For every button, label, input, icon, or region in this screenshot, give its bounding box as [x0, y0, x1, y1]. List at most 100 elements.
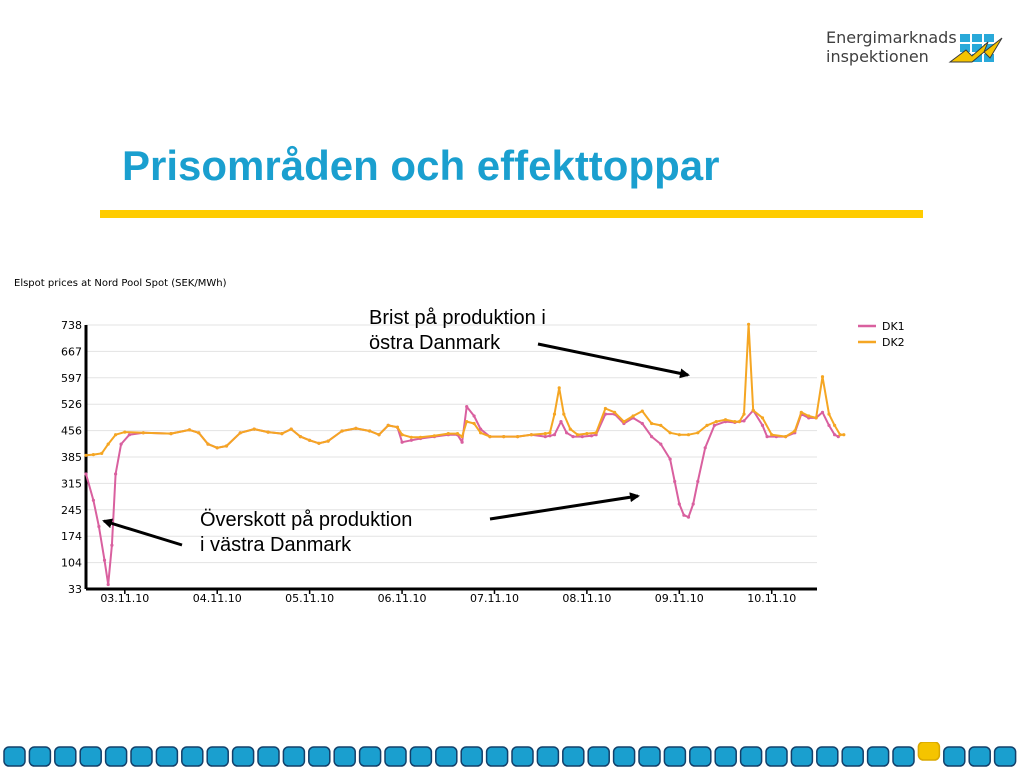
data-point: [84, 472, 88, 476]
data-point: [562, 412, 566, 416]
data-point: [631, 414, 635, 418]
data-point: [472, 421, 476, 426]
data-point: [742, 419, 746, 423]
data-point: [712, 423, 717, 427]
footer-block: [28, 746, 52, 767]
data-point: [640, 421, 644, 426]
series-line-dk2: [85, 323, 844, 457]
data-point: [224, 444, 229, 448]
data-point: [703, 446, 707, 450]
data-point: [91, 453, 95, 457]
data-point: [747, 322, 751, 326]
data-point: [686, 433, 691, 437]
data-point: [650, 421, 654, 426]
footer-block: [511, 746, 534, 767]
data-point: [714, 420, 718, 424]
footer-block: [155, 746, 179, 767]
data-point: [409, 435, 413, 439]
data-point: [571, 435, 575, 439]
footer-block: [689, 746, 712, 767]
y-tick-label: 526: [61, 398, 82, 411]
data-point: [238, 431, 242, 435]
data-point: [289, 427, 293, 431]
data-point: [668, 431, 672, 435]
data-point: [557, 386, 561, 390]
footer-block: [562, 746, 585, 767]
footer-band: [3, 742, 1017, 767]
data-point: [460, 440, 464, 444]
data-point: [102, 558, 107, 562]
annotation-shortage: Brist på produktion i östra Danmark: [369, 306, 546, 356]
data-point: [585, 432, 589, 436]
footer-block: [943, 746, 966, 767]
data-point: [733, 420, 737, 424]
footer-block: [968, 746, 991, 767]
data-point: [705, 423, 709, 427]
footer-block: [206, 746, 229, 767]
chart-title: Elspot prices at Nord Pool Spot (SEK/MWh…: [14, 278, 227, 289]
data-point: [543, 432, 547, 436]
data-point: [197, 431, 201, 435]
data-point: [455, 432, 460, 436]
data-point: [114, 472, 118, 476]
data-point: [833, 433, 837, 437]
data-point: [326, 439, 330, 443]
arrow-top: [537, 342, 690, 379]
footer-block: [816, 746, 839, 767]
footer-block: [841, 746, 864, 767]
y-tick-label: 667: [61, 345, 82, 358]
data-point: [502, 435, 506, 439]
data-point: [833, 423, 837, 427]
data-point: [737, 420, 742, 424]
data-point: [215, 446, 219, 450]
data-point: [84, 453, 88, 457]
annotation-surplus: Överskott på produktion i västra Danmark: [200, 508, 412, 558]
footer-block: [384, 746, 407, 767]
footer-block: [460, 746, 483, 767]
footer-block: [790, 746, 814, 767]
data-point: [377, 433, 381, 437]
data-point: [691, 502, 695, 506]
data-point: [368, 429, 372, 433]
y-tick-label: 315: [61, 477, 82, 490]
data-point: [548, 434, 552, 438]
data-point: [446, 432, 450, 436]
y-tick-label: 33: [68, 583, 82, 596]
logo: Energimarknads inspektionen: [826, 28, 957, 66]
footer-block: [231, 746, 255, 767]
footer-block: [714, 746, 737, 767]
data-point: [742, 412, 746, 416]
footer-block: [54, 746, 77, 767]
annotation-shortage-line-2: östra Danmark: [369, 332, 501, 354]
arrow-bottom-right: [489, 492, 640, 521]
x-tick-label: 08.11.10: [562, 592, 611, 605]
data-point: [409, 438, 413, 442]
data-point: [677, 502, 681, 506]
title-underline: [100, 210, 923, 218]
data-point: [814, 416, 818, 420]
data-point: [100, 451, 104, 455]
footer-block: [257, 746, 280, 767]
data-point: [266, 430, 270, 434]
annotation-surplus-line-2: i västra Danmark: [200, 534, 352, 556]
data-point: [97, 524, 101, 529]
x-tick-label: 10.11.10: [747, 592, 796, 605]
x-tick-label: 05.11.10: [285, 592, 334, 605]
data-point: [543, 435, 547, 439]
series-dk2: [84, 322, 846, 457]
footer-block: [130, 746, 153, 767]
data-point: [465, 405, 469, 409]
data-point: [552, 412, 557, 416]
footer-block: [612, 746, 636, 767]
x-tick-label: 07.11.10: [470, 592, 519, 605]
y-tick-label: 245: [61, 504, 82, 517]
footer-block: [333, 746, 356, 767]
footer-block: [866, 746, 890, 767]
x-tick-label: 04.11.10: [193, 592, 242, 605]
data-point: [760, 416, 765, 420]
data-point: [432, 434, 436, 438]
data-point: [465, 420, 469, 424]
footer-block: [79, 746, 102, 767]
data-point: [552, 433, 557, 437]
data-point: [760, 423, 765, 427]
